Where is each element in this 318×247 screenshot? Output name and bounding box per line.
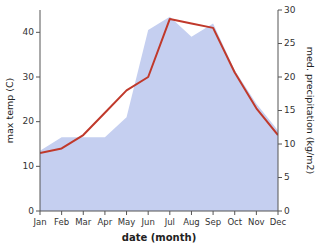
x-tick-label: Jan: [32, 217, 46, 227]
x-tick-label: Feb: [54, 217, 69, 227]
y2-tick-label: 15: [284, 105, 295, 115]
y2-tick: [278, 211, 282, 212]
x-axis-line: [40, 211, 278, 212]
y2-tick-label: 10: [284, 139, 296, 149]
chart: 0 10 20 30 40 0 5 10 15 20 25 30 Jan Feb Mar Apr May Jun J…: [0, 0, 318, 247]
x-tick-label: Sep: [205, 217, 221, 227]
precip-area: [40, 17, 278, 211]
x-tick: [278, 211, 279, 215]
y-tick-label: 40: [23, 27, 35, 37]
y2-tick: [278, 77, 282, 78]
y2-tick-label: 30: [284, 5, 296, 15]
x-tick: [61, 211, 62, 215]
y-tick: [36, 211, 40, 212]
y2-tick: [278, 43, 282, 44]
x-tick: [83, 211, 84, 215]
x-tick: [234, 211, 235, 215]
plot-area: [40, 17, 278, 211]
x-tick-label: Dec: [270, 217, 287, 227]
y2-tick: [278, 10, 282, 11]
y2-tick: [278, 144, 282, 145]
y-tick: [36, 32, 40, 33]
y2-axis-title: med. precipitation (kg/m2): [305, 47, 316, 174]
x-tick-label: Nov: [248, 217, 265, 227]
x-tick-label: May: [118, 217, 136, 227]
x-tick-label: Aug: [183, 217, 200, 227]
x-tick-label: Apr: [98, 217, 113, 227]
y2-tick-label: 20: [284, 72, 296, 82]
x-tick-label: Jul: [164, 217, 175, 227]
y-tick-label: 30: [23, 72, 35, 82]
y-tick: [36, 121, 40, 122]
x-tick-label: Jun: [141, 217, 155, 227]
x-tick: [148, 211, 149, 215]
x-tick-label: Oct: [227, 217, 242, 227]
x-tick: [169, 211, 170, 215]
y-tick-label: 0: [28, 206, 34, 216]
y2-tick-label: 25: [284, 38, 295, 48]
x-tick: [191, 211, 192, 215]
y-axis-line: [40, 10, 41, 211]
y2-tick: [278, 177, 282, 178]
y-tick: [36, 77, 40, 78]
y-tick-label: 20: [23, 116, 35, 126]
x-tick: [126, 211, 127, 215]
x-tick: [256, 211, 257, 215]
y-tick: [36, 166, 40, 167]
y-axis-title: max temp (C): [4, 78, 15, 144]
x-tick: [40, 211, 41, 215]
x-tick-label: Mar: [75, 217, 92, 227]
y2-tick-label: 0: [284, 206, 290, 216]
y2-tick: [278, 110, 282, 111]
x-tick: [104, 211, 105, 215]
y-tick-label: 10: [23, 161, 35, 171]
x-axis-title: date (month): [122, 232, 196, 243]
temp-line: [40, 19, 278, 153]
y2-tick-label: 5: [284, 172, 290, 182]
x-tick: [213, 211, 214, 215]
